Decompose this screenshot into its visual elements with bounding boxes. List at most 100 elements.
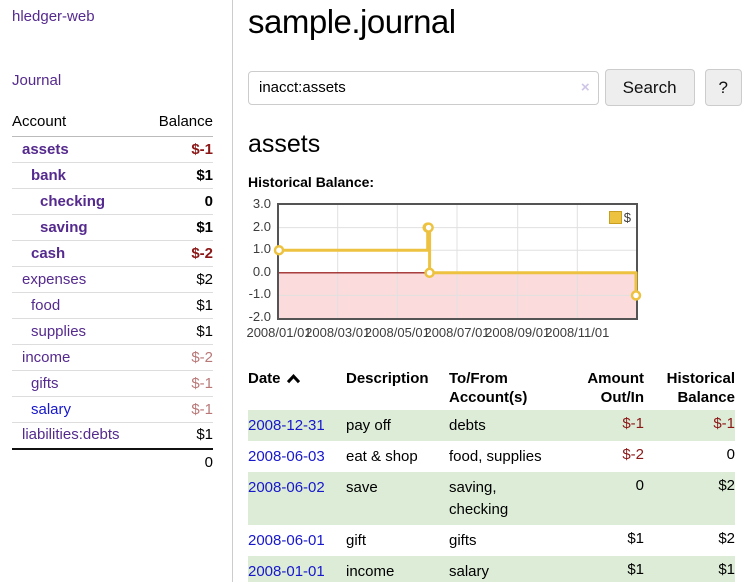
account-balance: $-2 xyxy=(145,240,213,267)
transaction-row: 2008-06-01 gift gifts $1 $2 xyxy=(248,525,735,556)
legend-series-label: $ xyxy=(623,210,631,225)
x-axis-tick-label: 2008/11/01 xyxy=(545,325,610,340)
sidebar-account-link[interactable]: bank xyxy=(31,166,67,184)
transaction-description: pay off xyxy=(346,410,449,441)
accounts-header-row: Account Balance xyxy=(12,110,213,137)
x-axis-tick-label: 2008/03/01 xyxy=(305,325,371,340)
y-axis-tick-label: 0.0 xyxy=(252,263,271,279)
account-balance: $1 xyxy=(145,162,213,189)
column-header-amount: Amount Out/In xyxy=(587,370,644,406)
account-row: gifts $-1 xyxy=(12,370,213,397)
sidebar-account-link[interactable]: food xyxy=(31,296,61,314)
sidebar-account-link[interactable]: salary xyxy=(31,400,72,418)
transaction-date-link[interactable]: 2008-12-31 xyxy=(248,417,325,434)
account-balance: $1 xyxy=(145,422,213,450)
transaction-accounts: saving, checking xyxy=(449,472,562,525)
transaction-row: 2008-06-03 eat & shop food, supplies $-2 0 xyxy=(248,441,735,472)
sidebar-account-link[interactable]: assets xyxy=(22,140,69,158)
account-balance: $-2 xyxy=(145,344,213,371)
help-button[interactable]: ? xyxy=(704,69,742,106)
column-header-description: Description xyxy=(346,370,429,387)
account-balance: $-1 xyxy=(145,370,213,397)
transaction-date-cell: 2008-01-01 xyxy=(248,556,346,582)
account-balance: $-1 xyxy=(145,396,213,423)
column-header-accounts: To/From Account(s) xyxy=(449,370,528,406)
chart-plot-area[interactable]: $ xyxy=(273,203,642,320)
clear-search-icon[interactable]: × xyxy=(580,78,590,96)
transaction-date-link[interactable]: 2008-01-01 xyxy=(248,563,325,580)
transaction-date-cell: 2008-06-02 xyxy=(248,472,346,525)
account-row: income $-2 xyxy=(12,344,213,371)
transaction-date-cell: 2008-06-01 xyxy=(248,525,346,556)
chart-title: Historical Balance: xyxy=(248,174,375,190)
account-row: saving $1 xyxy=(12,214,213,241)
account-row: salary $-1 xyxy=(12,396,213,423)
historical-balance-chart: $3.0 2.0 1.0 0.0 -1.0 -2.0 2008/01/01 2008/03/0… xyxy=(243,196,643,345)
transaction-date-link[interactable]: 2008-06-03 xyxy=(248,448,325,465)
account-row: cash $-2 xyxy=(12,240,213,267)
sidebar-account-link[interactable]: supplies xyxy=(31,322,87,340)
transaction-row: 2008-06-02 save saving, checking 0 $2 xyxy=(248,472,735,525)
transaction-date-link[interactable]: 2008-06-02 xyxy=(248,479,325,496)
account-row: liabilities:debts $1 xyxy=(12,422,213,450)
main-content: sample.journal × Search ? assets Histori… xyxy=(246,0,742,582)
transaction-balance: $1 xyxy=(644,556,735,582)
account-balance: 0 xyxy=(145,188,213,215)
transaction-description: income xyxy=(346,556,449,582)
sidebar-account-link[interactable]: gifts xyxy=(31,374,59,392)
x-axis-tick-label: 2008/05/01 xyxy=(364,325,430,340)
account-balance: $1 xyxy=(145,214,213,241)
app-brand-link[interactable]: hledger-web xyxy=(12,8,95,25)
sidebar-item-journal[interactable]: Journal xyxy=(12,72,62,89)
account-row: expenses $2 xyxy=(12,266,213,293)
account-row: supplies $1 xyxy=(12,318,213,345)
y-axis-tick-label: 1.0 xyxy=(252,241,271,257)
chart-data-point xyxy=(423,222,434,233)
sidebar-account-link[interactable]: liabilities:debts xyxy=(22,426,120,444)
transaction-accounts: gifts xyxy=(449,532,477,549)
transaction-description: save xyxy=(346,472,449,525)
y-axis-tick-label: 2.0 xyxy=(252,218,271,234)
transaction-date-cell: 2008-12-31 xyxy=(248,410,346,441)
transaction-row: 2008-12-31 pay off debts $-1 $-1 xyxy=(248,410,735,441)
chart-data-point xyxy=(273,244,285,256)
sidebar: hledger-web Journal Account Balance asse… xyxy=(0,0,233,582)
account-row: checking 0 xyxy=(12,188,213,215)
y-axis-tick-label: -2.0 xyxy=(248,309,271,324)
account-row: bank $1 xyxy=(12,162,213,189)
y-axis-tick-label: 3.0 xyxy=(252,196,271,211)
transaction-balance: $2 xyxy=(644,472,735,525)
account-row: food $1 xyxy=(12,292,213,319)
transaction-amount: $1 xyxy=(627,530,644,547)
transaction-amount: 0 xyxy=(562,472,644,525)
accounts-total-row: 0 xyxy=(12,449,213,475)
accounts-column-header-balance: Balance xyxy=(145,110,213,137)
sidebar-account-link[interactable]: cash xyxy=(31,244,66,262)
register-header-row: Date Description To/From Account(s) Amou… xyxy=(248,366,735,410)
transaction-amount: $-1 xyxy=(562,410,644,441)
transaction-accounts: debts xyxy=(449,410,562,441)
sidebar-account-link[interactable]: checking xyxy=(40,192,106,210)
x-axis-tick-label: 2008/01/01 xyxy=(246,325,312,340)
sidebar-account-link[interactable]: saving xyxy=(40,218,88,236)
account-row: assets $-1 xyxy=(12,136,213,163)
x-axis-tick-label: 2008/07/01 xyxy=(424,325,490,340)
transaction-accounts: salary xyxy=(449,556,562,582)
search-input[interactable] xyxy=(248,70,599,105)
accounts-table: Account Balance assets $-1 bank $1 checking 0… xyxy=(12,110,213,475)
column-header-balance: Historical Balance xyxy=(666,370,735,406)
transaction-balance: 0 xyxy=(726,446,735,463)
sidebar-account-link[interactable]: expenses xyxy=(22,270,87,288)
search-button[interactable]: Search xyxy=(604,69,695,106)
transaction-description: gift xyxy=(346,532,367,549)
page-title: sample.journal xyxy=(248,3,456,40)
column-header-date[interactable]: Date xyxy=(248,366,346,410)
transaction-amount: $-2 xyxy=(622,446,644,463)
transaction-amount: $1 xyxy=(562,556,644,582)
transaction-date-link[interactable]: 2008-06-01 xyxy=(248,532,325,549)
account-balance: $1 xyxy=(145,292,213,319)
transaction-balance: $2 xyxy=(718,530,735,547)
sidebar-account-link[interactable]: income xyxy=(22,348,71,366)
account-balance: $2 xyxy=(145,266,213,293)
sort-ascending-chevron-up-icon xyxy=(286,373,300,384)
